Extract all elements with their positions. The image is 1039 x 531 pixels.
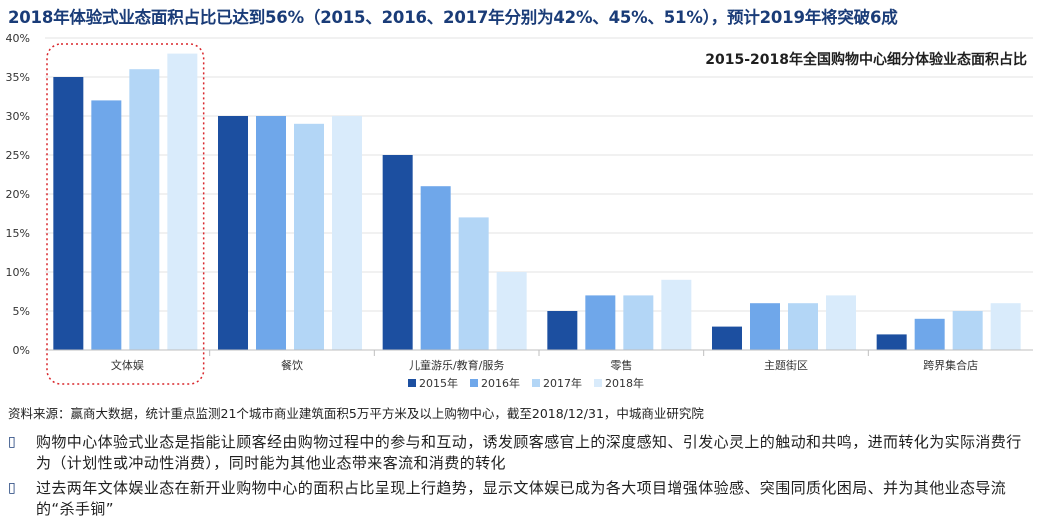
- chart-title: 2015-2018年全国购物中心细分体验业态面积占比: [705, 51, 1027, 68]
- legend-label: 2015年: [419, 376, 458, 390]
- legend-swatch: [532, 379, 540, 387]
- y-tick-label: 0%: [13, 344, 30, 357]
- y-tick-label: 15%: [6, 227, 30, 240]
- bullet-text: 购物中心体验式业态是指能让顾客经由购物过程中的参与和互动，诱发顾客感官上的深度感…: [36, 433, 1022, 472]
- y-tick-label: 30%: [6, 110, 30, 123]
- square-bullet-icon: ▯: [8, 480, 16, 496]
- source-note: 资料来源：赢商大数据，统计重点监测21个城市商业建筑面积5万平方米及以上购物中心…: [8, 406, 704, 421]
- bar: [256, 116, 286, 350]
- y-axis: 0% 5% 10% 15% 20% 25% 30% 35% 40%: [6, 32, 30, 357]
- y-tick-label: 10%: [6, 266, 30, 279]
- x-tick-label: 跨界集合店: [923, 358, 978, 372]
- chart-grid: [45, 37, 1033, 312]
- legend-label: 2017年: [543, 376, 582, 390]
- legend-swatch: [470, 379, 478, 387]
- bar: [167, 53, 198, 350]
- highlight-box: [46, 43, 205, 385]
- bar: [382, 155, 413, 350]
- y-tick-label: 25%: [6, 149, 30, 162]
- bar: [420, 186, 451, 350]
- x-tick-label: 儿童游乐/教育/服务: [409, 358, 504, 372]
- legend: 2015年 2016年 2017年 2018年: [408, 376, 644, 390]
- bar: [547, 311, 578, 350]
- legend-swatch: [594, 379, 602, 387]
- bar: [458, 217, 489, 350]
- square-bullet-icon: ▯: [8, 434, 16, 450]
- x-axis: 文体娱 餐饮 儿童游乐/教育/服务 零售 主题街区 跨界集合店: [45, 349, 1033, 372]
- bar: [914, 318, 945, 350]
- bar: [585, 295, 616, 350]
- x-tick-label: 零售: [610, 358, 632, 372]
- bars: [53, 53, 1021, 351]
- y-tick-label: 40%: [6, 32, 30, 45]
- legend-label: 2016年: [481, 376, 520, 390]
- bar: [218, 116, 248, 350]
- y-tick-label: 5%: [13, 305, 30, 318]
- bullet-item: ▯ 购物中心体验式业态是指能让顾客经由购物过程中的参与和互动，诱发顾客感官上的深…: [8, 432, 1033, 474]
- bar: [129, 69, 160, 350]
- bar: [496, 272, 527, 350]
- bar: [294, 123, 324, 350]
- legend-label: 2018年: [605, 376, 644, 390]
- bar: [952, 311, 983, 350]
- x-tick-label: 餐饮: [281, 358, 303, 372]
- bullet-item: ▯ 过去两年文体娱业态在新开业购物中心的面积占比呈现上行趋势，显示文体娱已成为各…: [8, 478, 1033, 520]
- bullet-list: ▯ 购物中心体验式业态是指能让顾客经由购物过程中的参与和互动，诱发顾客感官上的深…: [8, 432, 1033, 524]
- bar: [332, 116, 362, 350]
- bar: [712, 326, 742, 350]
- bullet-text: 过去两年文体娱业态在新开业购物中心的面积占比呈现上行趋势，显示文体娱已成为各大项…: [36, 479, 1007, 518]
- bar: [53, 77, 84, 350]
- bar: [990, 303, 1021, 350]
- bar: [661, 279, 692, 350]
- bar: [876, 334, 907, 350]
- bar: [91, 100, 122, 351]
- bar: [826, 295, 856, 350]
- y-tick-label: 35%: [6, 71, 30, 84]
- bar-chart: 0% 5% 10% 15% 20% 25% 30% 35% 40% 文体娱 餐饮 儿童游乐/教育/服…: [6, 32, 1033, 390]
- legend-swatch: [408, 379, 416, 387]
- y-tick-label: 20%: [6, 188, 30, 201]
- headline: 2018年体验式业态面积占比已达到56%（2015、2016、2017年分别为4…: [8, 8, 898, 27]
- x-tick-label: 文体娱: [111, 358, 144, 372]
- bar: [788, 303, 818, 350]
- x-tick-label: 主题街区: [764, 358, 808, 372]
- bar: [623, 295, 654, 350]
- bar: [750, 303, 780, 350]
